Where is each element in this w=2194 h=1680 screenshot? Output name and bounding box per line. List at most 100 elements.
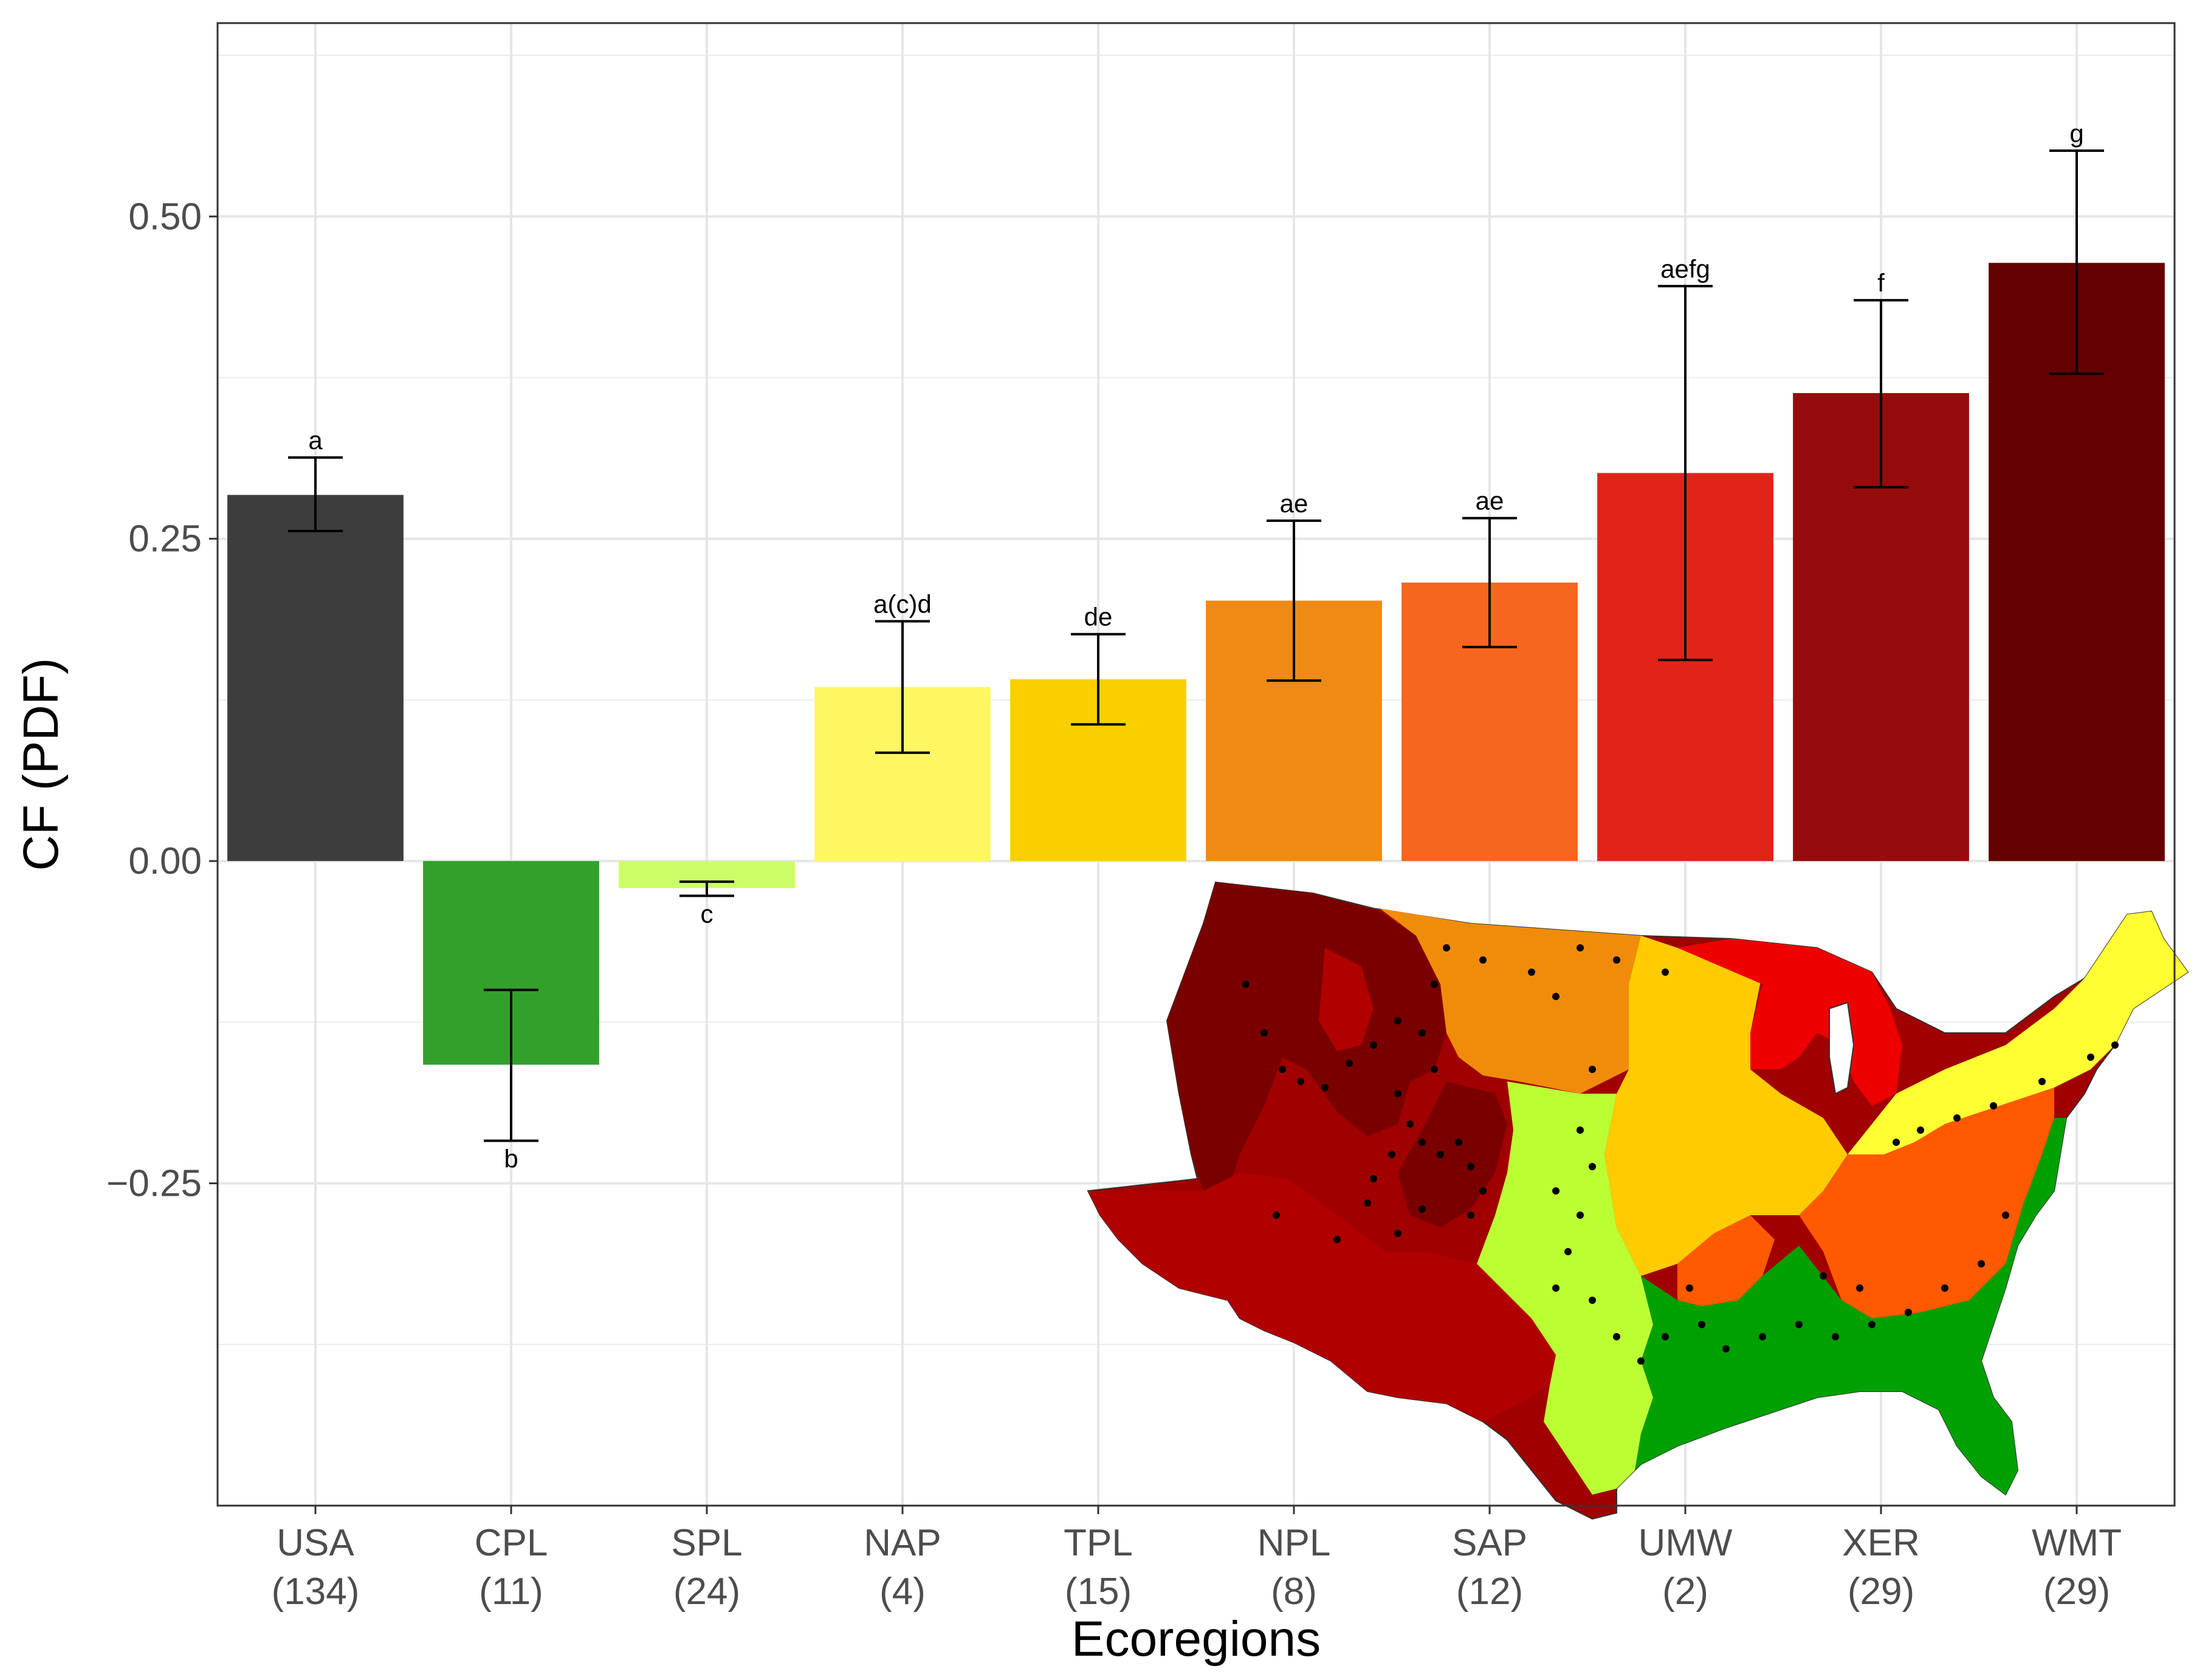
- site-dot: [1297, 1078, 1304, 1085]
- site-dot: [1260, 1029, 1268, 1037]
- site-dot: [1528, 969, 1535, 976]
- x-tick-count-xer: (29): [1848, 1571, 1914, 1613]
- site-dot: [1279, 1066, 1286, 1073]
- site-dot: [1722, 1345, 1730, 1353]
- x-tick-count-wmt: (29): [2043, 1571, 2110, 1613]
- y-axis-title: CF (PDF): [13, 658, 69, 871]
- site-dot: [1637, 1357, 1645, 1365]
- site-dot: [1406, 1120, 1414, 1128]
- significance-label-nap: a(c)d: [873, 589, 932, 618]
- site-dot: [1589, 1066, 1596, 1073]
- x-tick-label-wmt: WMT: [2032, 1522, 2122, 1564]
- map-lake: [1829, 1001, 1855, 1095]
- site-dot: [1455, 1139, 1462, 1146]
- site-dot: [1589, 1297, 1596, 1304]
- site-dot: [1467, 1163, 1474, 1170]
- site-dot: [1552, 1284, 1560, 1292]
- site-dot: [1686, 1284, 1693, 1292]
- site-dot: [1978, 1260, 1985, 1267]
- significance-label-usa: a: [308, 426, 323, 454]
- site-dot: [1613, 1333, 1620, 1340]
- significance-label-wmt: g: [2069, 119, 2083, 148]
- map-region-umw: [1677, 939, 1902, 1106]
- map-region-sap: [1799, 1088, 2054, 1318]
- site-dot: [1953, 1114, 1961, 1122]
- site-dot: [1832, 1333, 1839, 1340]
- site-dot: [1893, 1139, 1900, 1146]
- x-tick-count-cpl: (11): [479, 1571, 543, 1613]
- site-dot: [1820, 1272, 1827, 1280]
- site-dot: [1370, 1041, 1377, 1049]
- map-region-cpl: [1617, 1118, 2066, 1495]
- significance-label-cpl: b: [504, 1145, 518, 1173]
- site-dot: [1394, 1017, 1401, 1024]
- significance-label-xer: f: [1877, 269, 1885, 297]
- y-tick-label: 0.25: [128, 518, 202, 560]
- bar-usa: [227, 495, 404, 862]
- site-dot: [1443, 944, 1450, 951]
- site-dot: [1662, 1333, 1669, 1340]
- us-ecoregions-map: [1087, 881, 2189, 1520]
- site-dot: [2111, 1041, 2119, 1049]
- site-dot: [1419, 1205, 1426, 1213]
- site-dot: [1698, 1321, 1705, 1328]
- map-region-xer: [1319, 948, 1374, 1051]
- map-region-npl: [1380, 908, 1677, 1094]
- site-dot: [1905, 1309, 1912, 1316]
- x-tick-label-umw: UMW: [1639, 1522, 1733, 1564]
- x-tick-label-nap: NAP: [864, 1522, 941, 1564]
- site-dot: [1437, 1151, 1444, 1158]
- site-dot: [1856, 1284, 1863, 1292]
- site-dot: [1431, 981, 1438, 988]
- site-dot: [1388, 1151, 1395, 1158]
- site-dot: [1589, 1163, 1596, 1170]
- site-dot: [1552, 993, 1560, 1000]
- site-dot: [1242, 981, 1250, 988]
- y-tick-label: −0.25: [106, 1163, 202, 1205]
- axes: 0.50 0.25 0.00 −0.25 USA (134) CPL (11) SPL (24) N…: [106, 196, 2122, 1613]
- map-region-spl: [1477, 1082, 1653, 1495]
- x-tick-label-usa: USA: [277, 1522, 354, 1564]
- site-dot: [1613, 956, 1620, 964]
- significance-label-sap: ae: [1476, 487, 1504, 515]
- site-dot: [1394, 1230, 1401, 1237]
- site-dot: [1795, 1321, 1803, 1328]
- map-region-xer-sw: [1088, 1173, 1556, 1422]
- x-tick-count-spl: (24): [673, 1571, 740, 1613]
- site-dot: [1431, 1066, 1438, 1073]
- site-dot: [1577, 1126, 1584, 1134]
- significance-label-npl: ae: [1280, 489, 1308, 518]
- site-dot: [1419, 1029, 1426, 1037]
- map-region-tpl: [1604, 936, 1848, 1276]
- site-dot: [1394, 1090, 1401, 1097]
- map-region-sap-west: [1677, 1215, 1775, 1306]
- x-tick-count-tpl: (15): [1065, 1571, 1132, 1613]
- site-dot: [1479, 956, 1487, 964]
- bars: a b c a(c)d de ae ae aefg f g: [227, 119, 2165, 1173]
- x-tick-count-usa: (134): [272, 1571, 360, 1613]
- x-tick-count-umw: (2): [1662, 1571, 1708, 1613]
- site-dot: [1552, 1187, 1560, 1195]
- plot-panel-border: [216, 22, 2176, 1507]
- site-dot: [1467, 1212, 1474, 1219]
- y-tick-label: 0.00: [128, 840, 202, 882]
- site-dot: [2002, 1212, 2009, 1219]
- x-tick-count-sap: (12): [1456, 1571, 1523, 1613]
- site-dot: [1662, 969, 1669, 976]
- site-dot: [1479, 1187, 1487, 1195]
- site-dot: [1577, 944, 1584, 951]
- site-dot: [1564, 1248, 1572, 1255]
- y-tick-label: 0.50: [128, 196, 202, 238]
- site-dot: [1990, 1102, 1997, 1109]
- significance-label-tpl: de: [1084, 603, 1113, 631]
- site-dot: [1346, 1060, 1353, 1067]
- x-tick-label-npl: NPL: [1257, 1522, 1331, 1564]
- x-tick-count-npl: (8): [1271, 1571, 1317, 1613]
- site-dots: [1242, 944, 2119, 1365]
- site-dot: [1759, 1333, 1766, 1340]
- site-dot: [1321, 1084, 1329, 1091]
- site-dot: [2087, 1054, 2094, 1061]
- significance-label-umw: aefg: [1660, 255, 1710, 283]
- x-tick-label-sap: SAP: [1452, 1522, 1527, 1564]
